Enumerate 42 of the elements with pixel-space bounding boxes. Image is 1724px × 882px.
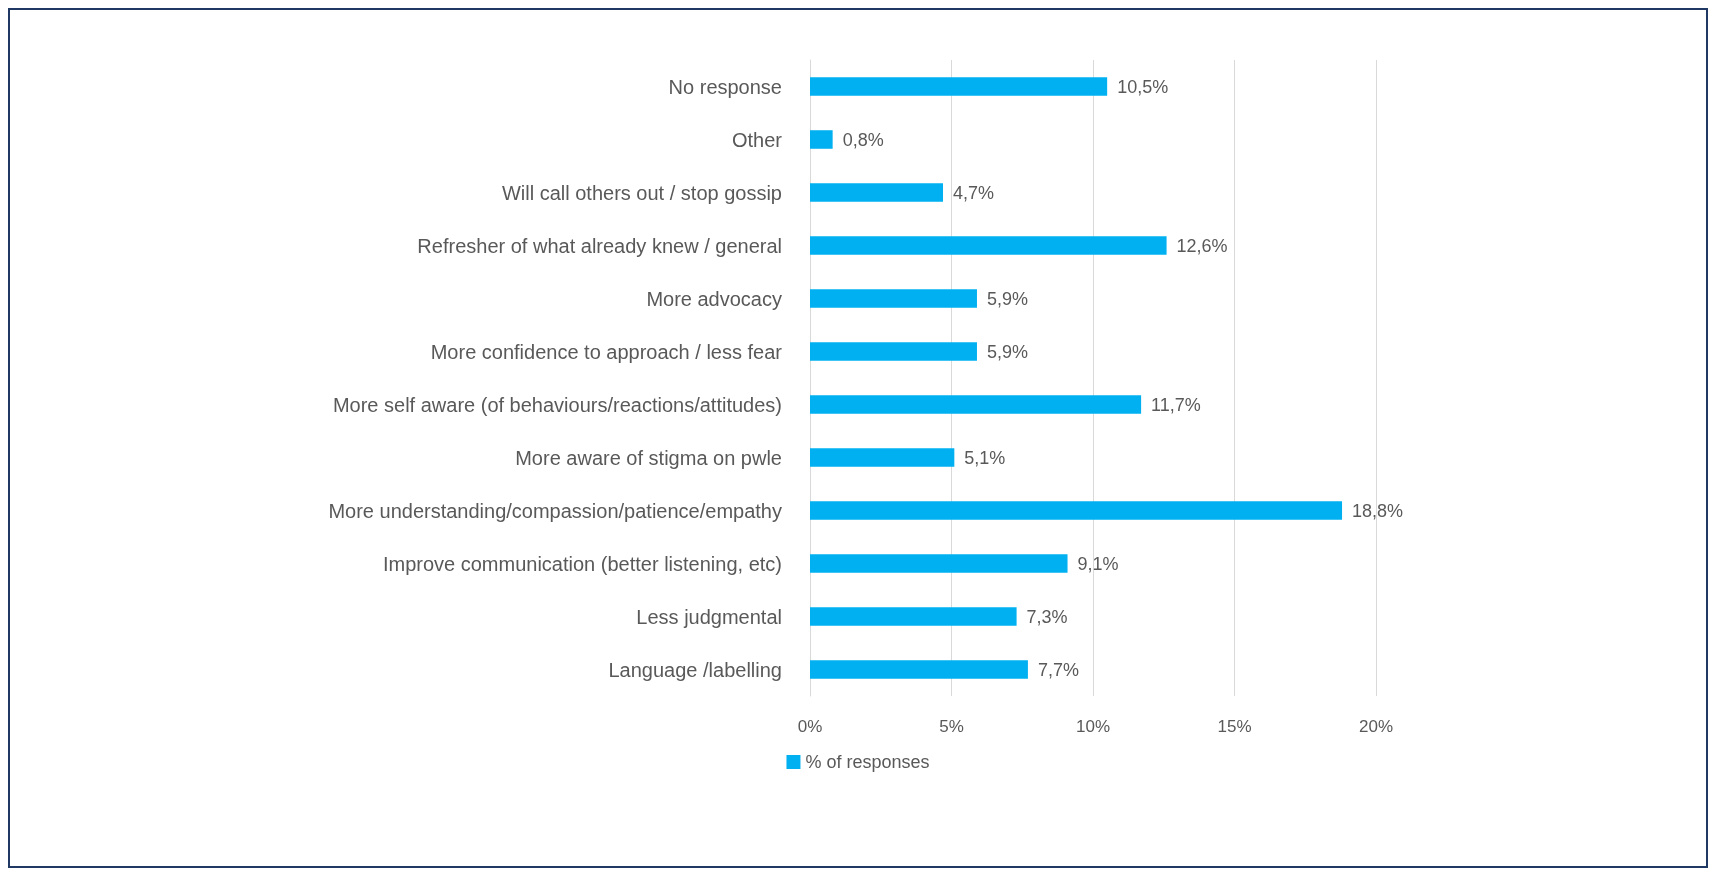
data-label: 5,1% [964, 447, 1006, 468]
bar [810, 395, 1142, 414]
y-tick-label: More advocacy [646, 287, 782, 310]
legend-label: % of responses [805, 752, 930, 772]
y-tick-label: More confidence to approach / less fear [430, 340, 783, 363]
bar [810, 501, 1343, 520]
bar [810, 77, 1108, 96]
data-label: 7,3% [1026, 606, 1068, 627]
data-label: 10,5% [1117, 76, 1169, 97]
y-tick-label: No response [668, 75, 782, 98]
y-tick-label: More self aware (of behaviours/reactions/attitudes) [332, 393, 782, 416]
y-tick-label: More aware of stigma on pwle [515, 446, 782, 469]
x-tick-label: 20% [1358, 717, 1394, 736]
y-tick-label: Improve communication (better listening, etc) [382, 552, 782, 575]
y-tick-label: Will call others out / stop gossip [501, 181, 782, 204]
data-label: 5,9% [986, 288, 1028, 309]
data-label: 12,6% [1176, 235, 1228, 256]
bar [810, 448, 955, 467]
data-label: 0,8% [842, 129, 884, 150]
bar [810, 342, 977, 361]
y-tick-label: Less judgmental [636, 605, 782, 628]
bar [810, 289, 977, 308]
bar [810, 183, 944, 202]
x-tick-label: 10% [1075, 717, 1111, 736]
y-tick-label: More understanding/compassion/patience/empathy [328, 499, 782, 522]
x-tick-label: 15% [1217, 717, 1252, 736]
bar [810, 660, 1028, 679]
data-label: 4,7% [953, 182, 995, 203]
bar [810, 554, 1068, 573]
data-label: 7,7% [1037, 659, 1079, 680]
y-tick-label: Refresher of what already knew / general [417, 234, 782, 257]
y-tick-label: Other [731, 128, 783, 151]
bar [810, 130, 833, 149]
data-label: 5,9% [986, 341, 1028, 362]
x-tick-label: 0% [797, 717, 823, 736]
bar [810, 236, 1167, 255]
bar [810, 607, 1017, 626]
x-tick-label: 5% [939, 717, 964, 736]
data-label: 18,8% [1352, 500, 1404, 521]
data-label: 9,1% [1077, 553, 1119, 574]
y-tick-label: Language /labelling [608, 658, 782, 681]
data-label: 11,7% [1151, 394, 1201, 415]
